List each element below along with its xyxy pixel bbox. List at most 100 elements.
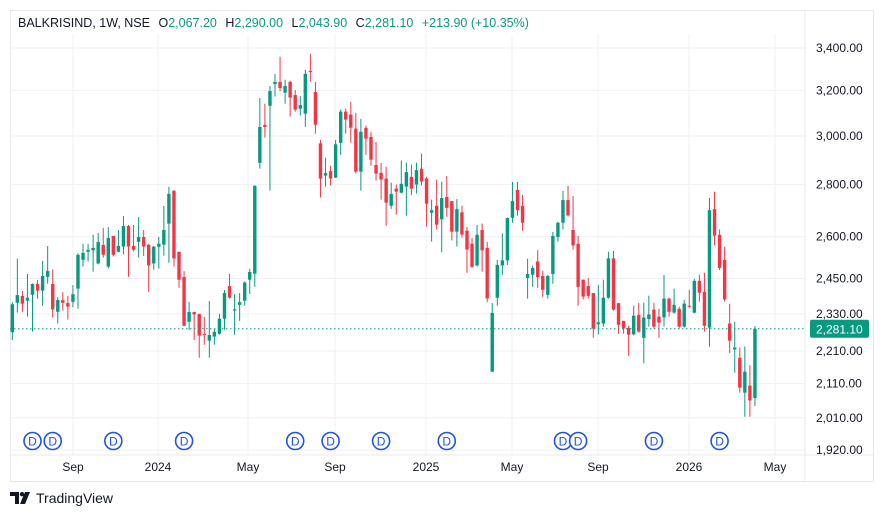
candle-up xyxy=(495,259,499,306)
price-tick-label: 3,200.00 xyxy=(816,84,863,98)
time-tick-label: May xyxy=(764,460,787,474)
candle-up xyxy=(606,251,611,299)
candle-body xyxy=(571,229,575,246)
candle-up xyxy=(647,295,651,327)
candle-body xyxy=(141,236,146,247)
dividend-marker[interactable]: D xyxy=(568,431,588,451)
candle-body xyxy=(389,193,393,206)
candle-down xyxy=(409,164,414,196)
candle-body xyxy=(81,252,85,260)
candle-body xyxy=(561,200,565,223)
dividend-marker-label: D xyxy=(180,435,189,449)
time-tick-label: 2025 xyxy=(413,460,440,474)
candle-up xyxy=(76,253,80,309)
candle-down xyxy=(541,270,545,297)
candle-body xyxy=(596,322,601,325)
candle-body xyxy=(637,315,641,332)
dividend-marker[interactable]: D xyxy=(437,431,457,451)
candle-up xyxy=(237,293,242,321)
dividend-marker[interactable]: D xyxy=(285,431,305,451)
candle-up xyxy=(91,234,95,272)
candle-body xyxy=(25,297,30,301)
candle-body xyxy=(667,298,671,312)
candle-down xyxy=(61,292,65,311)
symbol-legend: BALKRISIND, 1W, NSE O2,067.20 H2,290.00 … xyxy=(18,16,529,30)
candle-down xyxy=(637,302,641,333)
candle-down xyxy=(687,289,691,308)
candle-body xyxy=(182,277,186,326)
time-tick-label: May xyxy=(501,460,524,474)
candle-down xyxy=(460,205,464,238)
candle-down xyxy=(738,347,742,393)
dividend-marker[interactable]: D xyxy=(43,431,63,451)
candle-up xyxy=(162,206,166,256)
candle-up xyxy=(753,326,757,407)
dividend-marker[interactable]: D xyxy=(23,431,42,451)
last-price-badge xyxy=(810,319,869,338)
candle-up xyxy=(81,243,85,267)
candle-up xyxy=(40,260,45,306)
candle-up xyxy=(490,303,494,372)
candle-down xyxy=(571,195,575,250)
candle-body xyxy=(162,229,166,245)
candle-down xyxy=(520,194,525,231)
candle-body xyxy=(91,247,95,251)
dividend-marker[interactable]: D xyxy=(174,431,194,451)
candle-down xyxy=(419,153,424,186)
candle-up xyxy=(505,217,510,265)
tradingview-logo[interactable]: TradingView xyxy=(10,490,113,506)
symbol-title[interactable]: BALKRISIND, 1W, NSE xyxy=(18,16,150,30)
candle-body xyxy=(455,209,459,232)
time-tick-label: 2024 xyxy=(145,460,172,474)
candle-body xyxy=(10,304,14,333)
candle-body xyxy=(328,171,333,179)
time-axis[interactable]: Sep 2024 May Sep 2025 May Sep 2026 May xyxy=(62,460,786,474)
dividend-marker[interactable]: D xyxy=(321,431,340,451)
candle-body xyxy=(283,86,287,93)
dividend-marker-label: D xyxy=(377,435,386,449)
chart-frame xyxy=(10,10,874,482)
candle-body xyxy=(172,190,176,259)
dividend-marker-circle xyxy=(710,431,729,451)
price-tick-label: 2,330.00 xyxy=(816,307,863,321)
candle-down xyxy=(586,277,590,299)
dividend-marker-label: D xyxy=(715,435,724,449)
candle-down xyxy=(384,166,388,226)
candle-down xyxy=(445,176,449,217)
candle-up xyxy=(258,97,262,169)
candle-body xyxy=(217,318,222,334)
candle-down xyxy=(621,320,626,334)
candle-body xyxy=(364,127,368,139)
candle-down xyxy=(566,185,570,217)
dividend-marker[interactable]: D xyxy=(104,431,123,451)
dividend-marker[interactable]: D xyxy=(371,431,391,451)
dividend-marker[interactable]: D xyxy=(710,431,729,451)
price-axis[interactable]: 3,400.00 3,200.00 3,000.00 2,800.00 2,600.00… xyxy=(810,41,869,457)
dividend-marker-circle xyxy=(371,431,391,451)
candle-body xyxy=(147,244,151,266)
candle-down xyxy=(313,81,318,134)
candle-body xyxy=(232,309,237,311)
candle-body xyxy=(237,302,242,305)
candle-up xyxy=(414,162,419,194)
candle-body xyxy=(525,273,530,278)
candle-body xyxy=(753,328,757,399)
candle-up xyxy=(212,328,217,345)
candle-body xyxy=(460,212,464,235)
candle-body xyxy=(202,334,206,336)
candle-down xyxy=(727,303,732,354)
candle-body xyxy=(258,126,262,163)
candle-down xyxy=(364,125,368,155)
candle-body xyxy=(273,81,277,85)
candle-body xyxy=(586,286,590,296)
candle-body xyxy=(702,291,707,326)
candle-up xyxy=(187,301,191,331)
candle-body xyxy=(450,201,454,232)
candle-down xyxy=(20,290,25,312)
candle-body xyxy=(207,334,212,341)
dividend-marker-circle xyxy=(568,431,588,451)
dividend-marker[interactable]: D xyxy=(644,431,664,451)
candle-body xyxy=(611,258,616,310)
candle-body xyxy=(424,178,429,204)
